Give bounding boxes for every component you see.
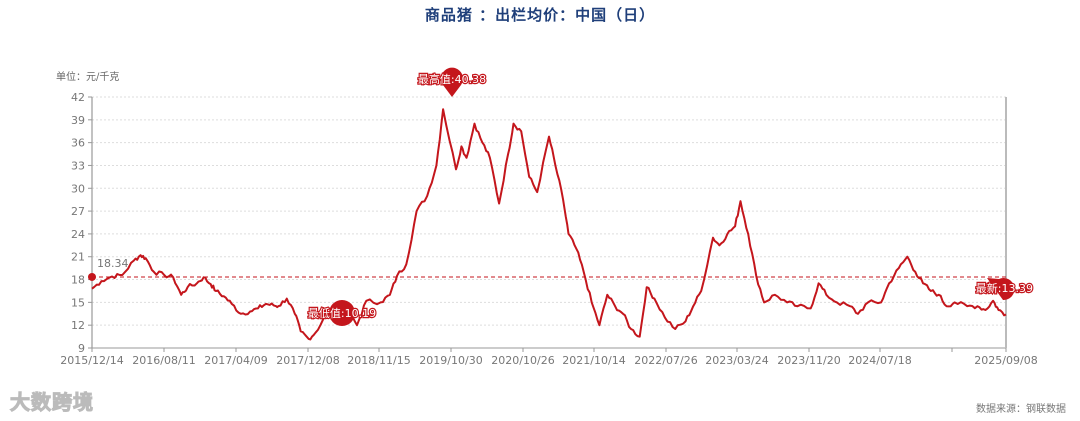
- x-tick-label: 2017/04/09: [204, 354, 267, 367]
- y-tick-label: 24: [71, 228, 85, 241]
- y-tick-label: 27: [71, 205, 85, 218]
- max-value-pin: 最高值:40.38: [417, 67, 487, 97]
- y-tick-label: 12: [71, 319, 85, 332]
- x-tick-label: 2017/12/08: [276, 354, 339, 367]
- watermark-logo: 大数跨境: [10, 390, 94, 415]
- x-tick-label: 2023/11/20: [777, 354, 840, 367]
- y-tick-label: 33: [71, 159, 85, 172]
- x-tick-label: 2019/10/30: [419, 354, 482, 367]
- x-tick-label: 2025/09/08: [974, 354, 1037, 367]
- price-series-line: [91, 108, 1007, 341]
- x-tick-label: 2016/08/11: [132, 354, 195, 367]
- svg-text:最高值:40.38: 最高值:40.38: [418, 72, 486, 86]
- svg-text:最低值:10.19: 最低值:10.19: [308, 307, 376, 320]
- y-tick-label: 30: [71, 182, 85, 195]
- x-tick-label: 2015/12/14: [60, 354, 123, 367]
- reference-line: 18.34: [88, 257, 1006, 281]
- unit-label: 单位：元/千克: [56, 72, 120, 83]
- x-tick-label: 2024/07/18: [848, 354, 911, 367]
- chart-title: 商品猪 ：出栏均价：中国（日）: [424, 6, 656, 24]
- y-tick-label: 36: [71, 137, 85, 150]
- x-tick-label: 2020/10/26: [491, 354, 554, 367]
- svg-text:18.34: 18.34: [97, 257, 129, 270]
- x-tick-label: 2023/03/24: [705, 354, 768, 367]
- y-tick-label: 15: [71, 296, 85, 309]
- annotation-pins: 最高值:40.38 最低值:10.19 最新:13.39: [307, 67, 1034, 326]
- y-tick-label: 39: [71, 114, 85, 127]
- y-tick-label: 18: [71, 274, 85, 287]
- min-value-pin: 最低值:10.19: [307, 300, 377, 326]
- latest-value-pin: 最新:13.39: [975, 278, 1034, 301]
- x-tick-label: 2021/10/14: [562, 354, 625, 367]
- x-tick-label: 2018/11/15: [347, 354, 410, 367]
- axes: 9 12 15 18 21 24 27 30 33 36 39 42 2015/12/14 2016/08…: [60, 91, 1037, 367]
- grid-lines: [92, 96, 1006, 326]
- y-tick-label: 9: [78, 342, 85, 355]
- data-source: 数据来源：钢联数据: [976, 404, 1066, 415]
- y-tick-label: 21: [71, 251, 85, 264]
- y-tick-label: 42: [71, 91, 85, 104]
- x-tick-label: 2022/07/26: [634, 354, 697, 367]
- svg-text:最新:13.39: 最新:13.39: [976, 281, 1033, 295]
